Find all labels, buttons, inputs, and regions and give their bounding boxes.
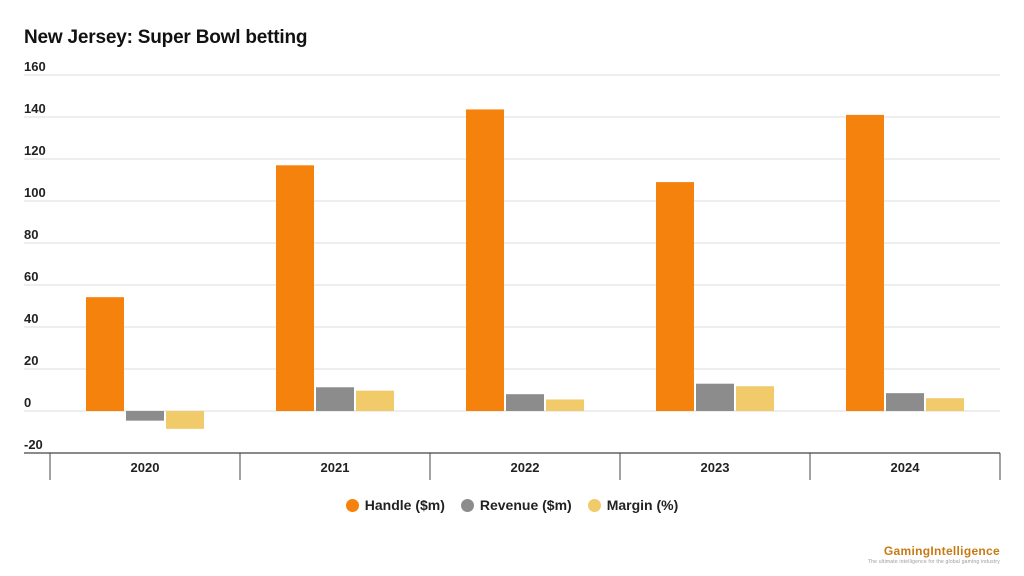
x-tick-label: 2024 [891, 460, 921, 475]
bar-revenue [126, 411, 164, 421]
x-tick-label: 2021 [321, 460, 350, 475]
bar-handle [86, 297, 124, 411]
y-tick-label: -20 [24, 437, 43, 452]
bar-margin [736, 386, 774, 411]
y-tick-label: 20 [24, 353, 38, 368]
chart-legend: Handle ($m) Revenue ($m) Margin (%) [0, 497, 1024, 513]
brand-tagline: The ultimate intelligence for the global… [867, 559, 1000, 565]
legend-item-revenue: Revenue ($m) [460, 497, 572, 513]
bar-handle [466, 109, 504, 411]
legend-label-revenue: Revenue ($m) [479, 497, 572, 513]
bar-handle [656, 182, 694, 411]
chart-title: New Jersey: Super Bowl betting [24, 27, 308, 48]
bar-handle [846, 114, 884, 412]
y-tick-label: 120 [24, 143, 46, 158]
bar-revenue [316, 387, 354, 411]
legend-label-handle: Handle ($m) [364, 497, 445, 513]
y-tick-label: 40 [24, 311, 38, 326]
legend-swatch-handle [345, 498, 359, 512]
legend-swatch-revenue [460, 498, 474, 512]
bar-margin [166, 411, 204, 429]
bar-revenue [886, 393, 924, 411]
bar-margin [546, 399, 584, 411]
bar-handle [276, 165, 314, 411]
y-tick-label: 80 [24, 227, 38, 242]
y-tick-label: 60 [24, 269, 38, 284]
bar-chart: 160 140 120 100 80 60 40 20 0 -20 2020 2021 2022 2023… [24, 59, 1001, 480]
brand-logo: GamingIntelligence The ultimate intellig… [868, 544, 1000, 565]
bar-revenue [696, 383, 734, 411]
y-tick-label: 0 [24, 395, 31, 410]
bar-revenue [506, 394, 544, 411]
brand-name: GamingIntelligence [883, 544, 1000, 558]
y-tick-label: 160 [24, 59, 46, 74]
legend-item-handle: Handle ($m) [345, 497, 445, 513]
bar-margin [356, 390, 394, 411]
x-tick-label: 2023 [701, 460, 730, 475]
y-tick-label: 100 [24, 185, 46, 200]
x-tick-label: 2022 [511, 460, 540, 475]
y-tick-label: 140 [24, 101, 46, 116]
legend-label-margin: Margin (%) [606, 497, 679, 513]
x-tick-label: 2020 [131, 460, 160, 475]
bar-margin [926, 398, 964, 411]
legend-item-margin: Margin (%) [587, 497, 679, 513]
legend-swatch-margin [587, 498, 601, 512]
